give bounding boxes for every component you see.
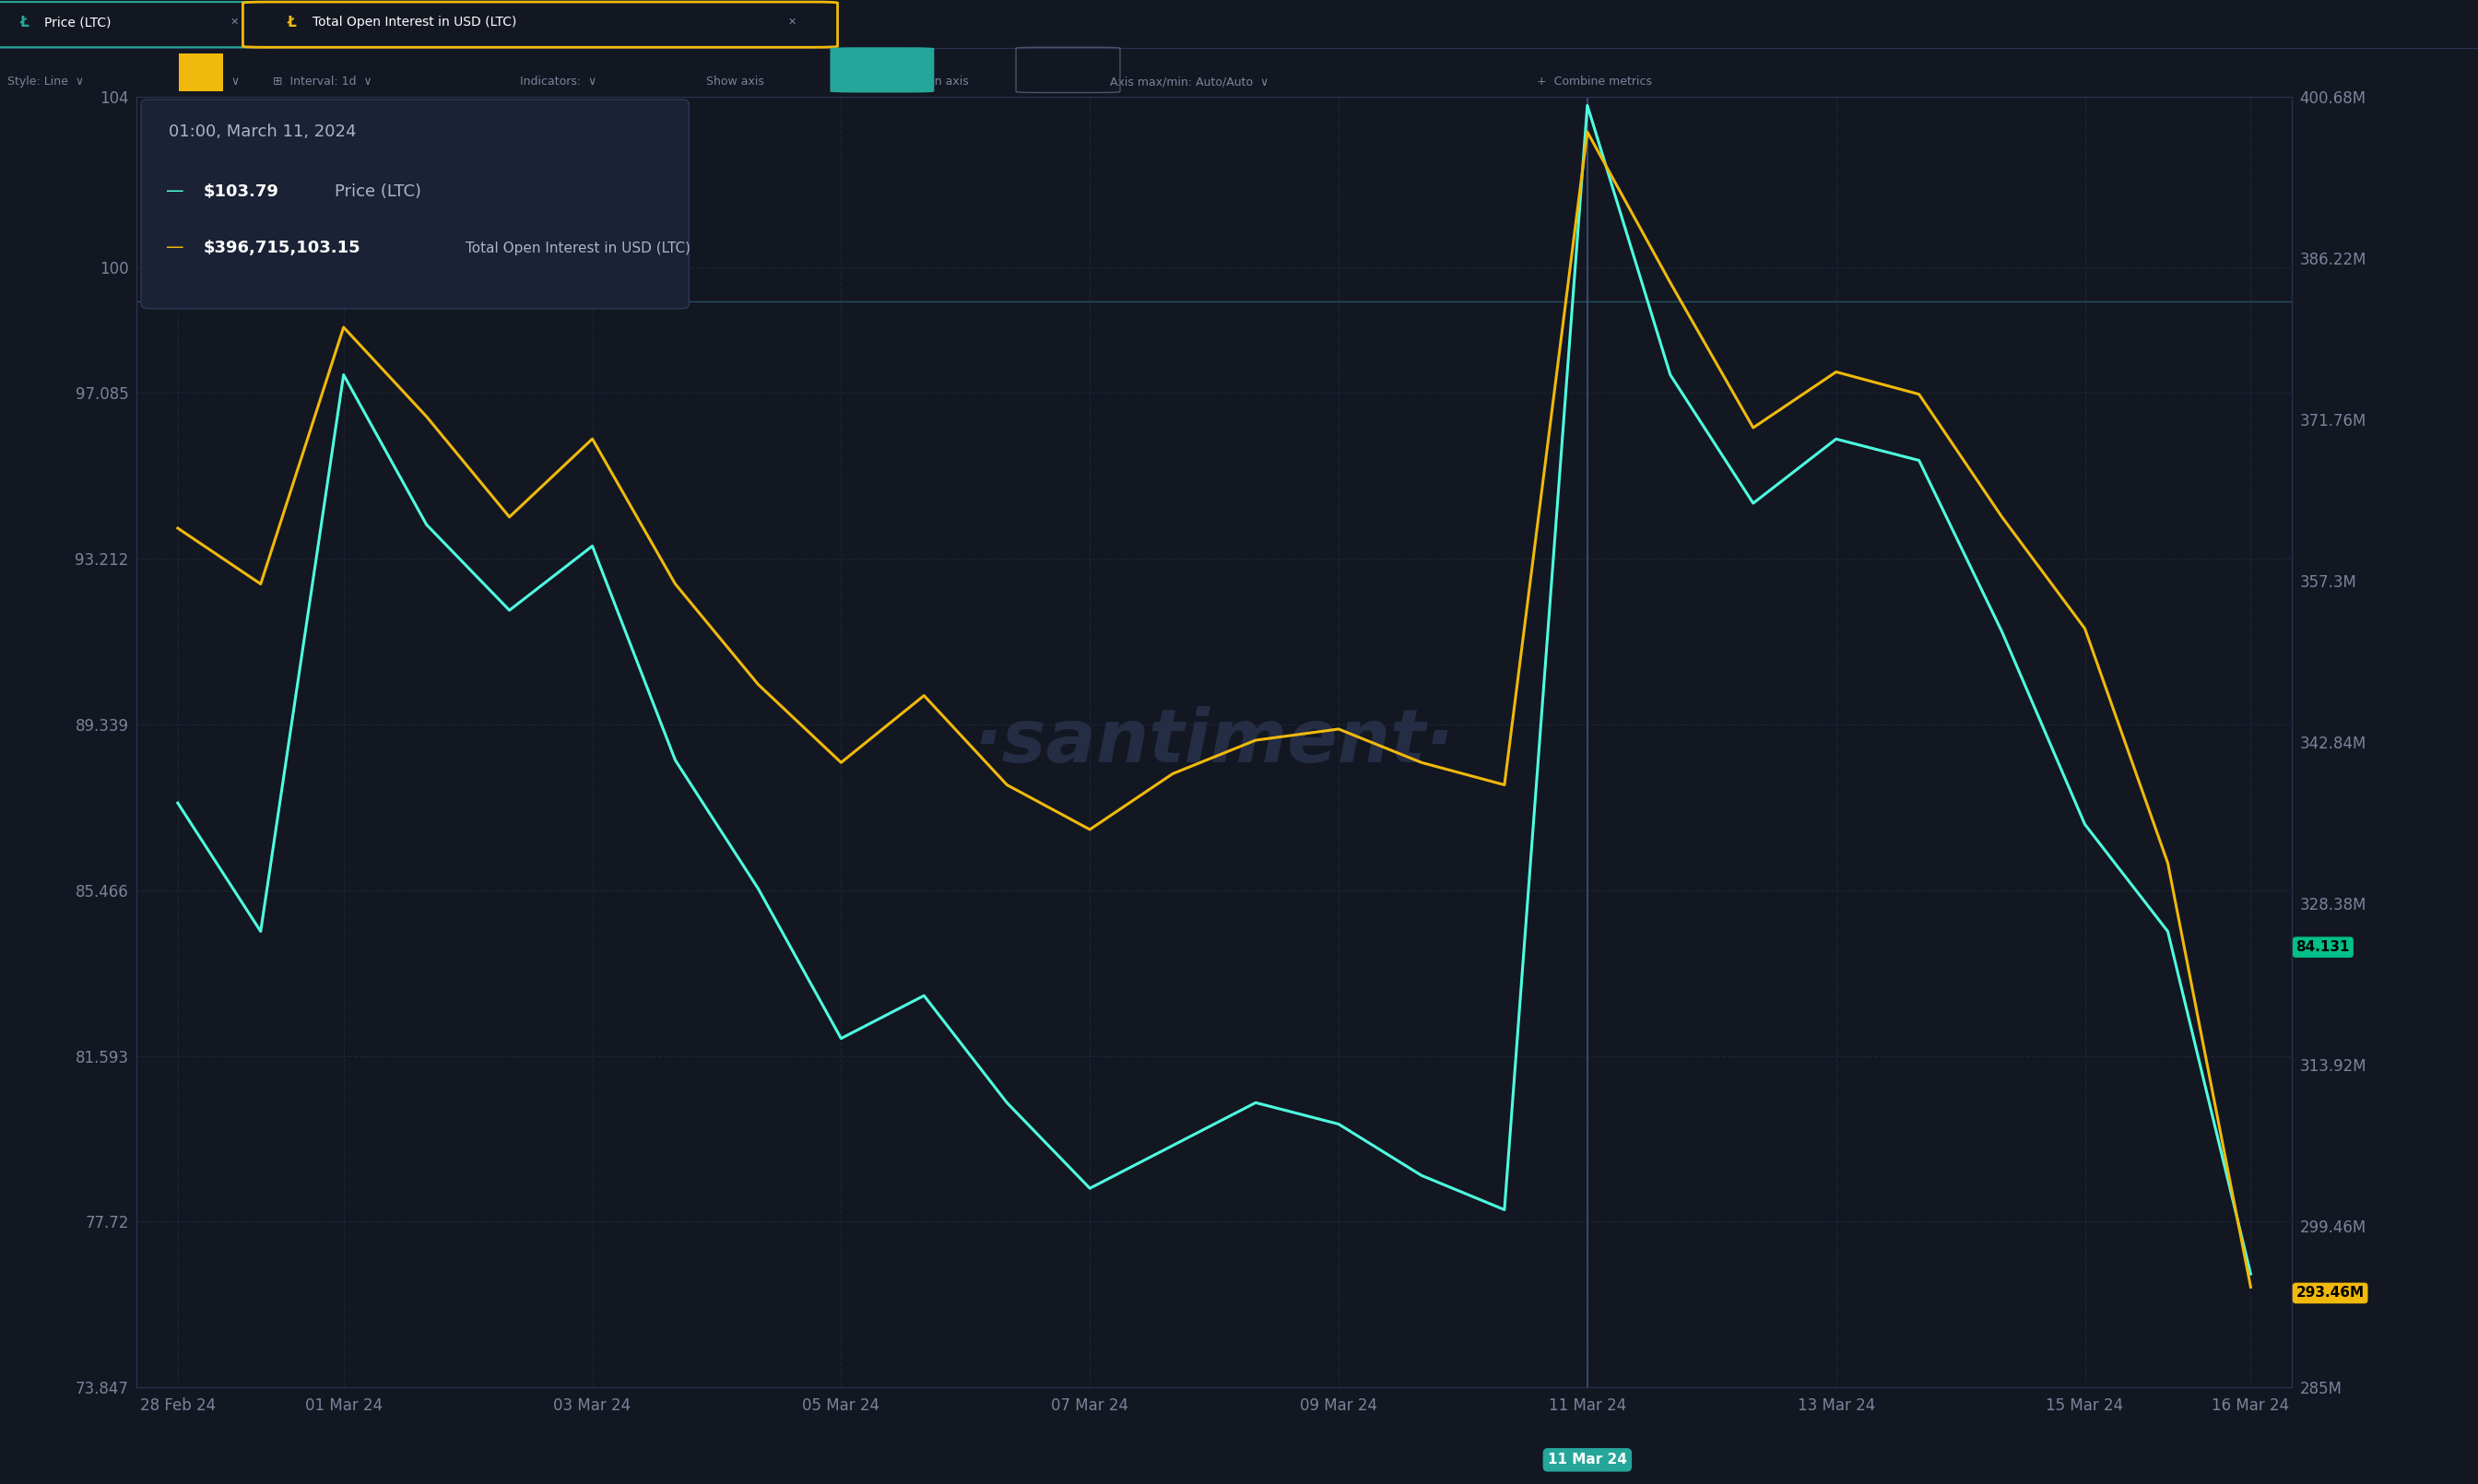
Text: Price (LTC): Price (LTC) xyxy=(45,16,112,28)
Bar xyxy=(178,53,223,92)
Text: 84.131: 84.131 xyxy=(2297,941,2349,954)
Text: —: — xyxy=(166,239,183,255)
Text: Price (LTC): Price (LTC) xyxy=(335,183,421,199)
Text: ·santiment·: ·santiment· xyxy=(974,706,1455,778)
Text: Style: Line  ∨: Style: Line ∨ xyxy=(7,76,84,88)
Text: Ł: Ł xyxy=(20,15,30,30)
Text: 293.46M: 293.46M xyxy=(2297,1287,2364,1300)
Text: ∨: ∨ xyxy=(230,76,238,88)
Text: 01:00, March 11, 2024: 01:00, March 11, 2024 xyxy=(169,123,357,139)
Text: ⊞  Interval: 1d  ∨: ⊞ Interval: 1d ∨ xyxy=(273,76,372,88)
Text: —: — xyxy=(166,183,183,199)
Text: Ł: Ł xyxy=(287,15,297,30)
FancyBboxPatch shape xyxy=(830,47,934,92)
Text: $396,715,103.15: $396,715,103.15 xyxy=(203,239,359,255)
Text: Pin axis: Pin axis xyxy=(924,76,969,88)
Text: Axis max/min: Auto/Auto  ∨: Axis max/min: Auto/Auto ∨ xyxy=(1110,76,1269,88)
Text: Total Open Interest in USD (LTC): Total Open Interest in USD (LTC) xyxy=(312,16,515,28)
Text: Indicators:  ∨: Indicators: ∨ xyxy=(520,76,597,88)
FancyBboxPatch shape xyxy=(243,1,838,47)
FancyBboxPatch shape xyxy=(0,1,287,47)
Text: Total Open Interest in USD (LTC): Total Open Interest in USD (LTC) xyxy=(466,242,691,255)
Text: 11 Mar 24: 11 Mar 24 xyxy=(1549,1453,1628,1466)
Text: Show axis: Show axis xyxy=(706,76,763,88)
Text: $103.79: $103.79 xyxy=(203,183,278,199)
Text: ✕: ✕ xyxy=(788,18,795,27)
Text: ✓: ✓ xyxy=(865,76,875,88)
Text: +  Combine metrics: + Combine metrics xyxy=(1536,76,1653,88)
Text: ✕: ✕ xyxy=(230,18,238,27)
